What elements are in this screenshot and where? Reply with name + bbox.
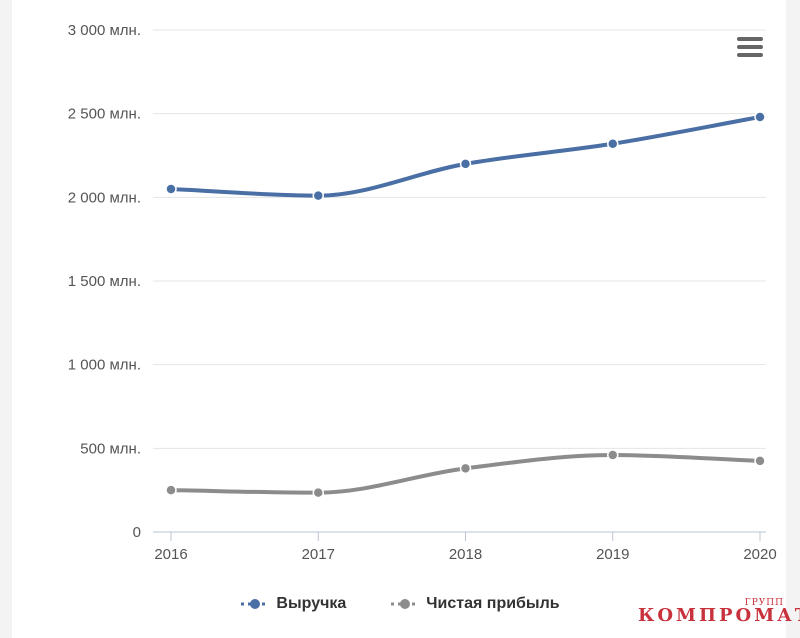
y-tick-label: 2 500 млн. xyxy=(68,106,141,123)
legend-label: Выручка xyxy=(276,595,347,612)
legend-item-series-1[interactable]: Выручка xyxy=(240,595,346,613)
hamburger-icon[interactable] xyxy=(737,37,763,57)
series-2-point[interactable] xyxy=(459,462,472,475)
data-points xyxy=(165,111,766,499)
y-tick-label: 1 000 млн. xyxy=(68,357,141,374)
y-tick-label: 0 xyxy=(133,524,141,541)
legend-symbol-icon xyxy=(391,599,420,609)
legend-marker xyxy=(400,599,411,609)
series-1-point[interactable] xyxy=(607,138,619,150)
x-tick-label: 2017 xyxy=(302,546,335,563)
series-1-point[interactable] xyxy=(312,189,324,202)
series-1-point[interactable] xyxy=(165,183,177,195)
series-2-point[interactable] xyxy=(754,455,766,467)
watermark-main: КОМПРОМАТ xyxy=(638,605,800,626)
grid-lines xyxy=(153,29,766,449)
x-tick-label: 2016 xyxy=(154,546,187,563)
legend-label: Чистая прибыль xyxy=(426,595,560,612)
y-tick-label: 2 000 млн. xyxy=(68,189,141,206)
series-1-point[interactable] xyxy=(459,158,472,170)
series-1-line[interactable] xyxy=(169,115,762,198)
series-2-point[interactable] xyxy=(165,484,177,496)
y-tick-label: 1 500 млн. xyxy=(68,273,141,290)
x-tick-label: 2018 xyxy=(449,546,482,563)
series-2-point[interactable] xyxy=(312,486,324,499)
chart-menu-button[interactable] xyxy=(730,32,770,62)
x-tick-label: 2019 xyxy=(596,546,629,563)
series-lines xyxy=(169,115,762,495)
x-tick-label: 2020 xyxy=(743,546,776,563)
series-2-point[interactable] xyxy=(607,449,619,461)
chart-legend: Выручка Чистая прибыль xyxy=(0,592,800,616)
legend-marker xyxy=(250,599,261,609)
y-tick-label: 500 млн. xyxy=(80,440,141,457)
series-1-point[interactable] xyxy=(754,111,766,123)
legend-item-series-2[interactable]: Чистая прибыль xyxy=(390,595,560,613)
right-page-edge xyxy=(786,0,800,638)
axes: 0 500 млн. 1 000 млн. 1 500 млн. 2 000 млн. 2… xyxy=(68,22,777,563)
legend-symbol-icon xyxy=(241,599,270,609)
left-page-edge xyxy=(0,0,12,638)
watermark-sup: ГРУПП xyxy=(744,598,784,608)
y-tick-label: 3 000 млн. xyxy=(68,22,141,39)
watermark-logo: ГРУПП КОМПРОМАТ xyxy=(638,598,800,626)
